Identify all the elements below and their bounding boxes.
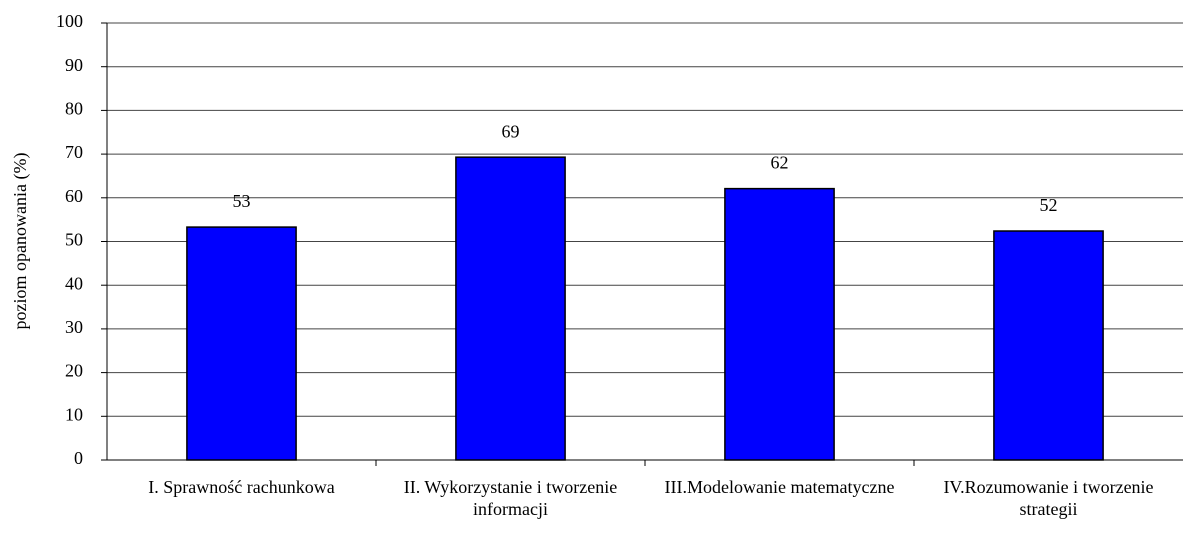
x-tick-label: I. Sprawność rachunkowa bbox=[148, 477, 335, 497]
y-tick-label: 0 bbox=[74, 448, 83, 468]
value-label: 52 bbox=[1040, 195, 1058, 215]
y-tick-label: 10 bbox=[65, 404, 83, 424]
y-tick-label: 30 bbox=[65, 317, 83, 337]
y-tick-label: 60 bbox=[65, 186, 83, 206]
y-tick-label: 50 bbox=[65, 230, 83, 250]
bar bbox=[186, 226, 297, 461]
y-tick-label: 100 bbox=[56, 11, 83, 31]
y-axis-title: poziom opanowania (%) bbox=[10, 153, 31, 330]
y-tick-label: 80 bbox=[65, 99, 83, 119]
value-label: 69 bbox=[502, 121, 520, 141]
y-tick-label: 20 bbox=[65, 361, 83, 381]
y-tick-label: 90 bbox=[65, 55, 83, 75]
value-label: 53 bbox=[233, 191, 251, 211]
x-tick-label: IV.Rozumowanie i tworzenie strategii bbox=[943, 477, 1154, 519]
bar bbox=[724, 187, 835, 461]
x-tick-label: III.Modelowanie matematyczne bbox=[664, 477, 895, 497]
bar bbox=[455, 156, 566, 461]
value-label: 62 bbox=[771, 153, 789, 173]
y-tick-label: 40 bbox=[65, 273, 83, 293]
x-tick-label: II. Wykorzystanie i tworzenie informacji bbox=[403, 477, 618, 519]
bar bbox=[993, 230, 1104, 461]
y-tick-label: 70 bbox=[65, 142, 83, 162]
